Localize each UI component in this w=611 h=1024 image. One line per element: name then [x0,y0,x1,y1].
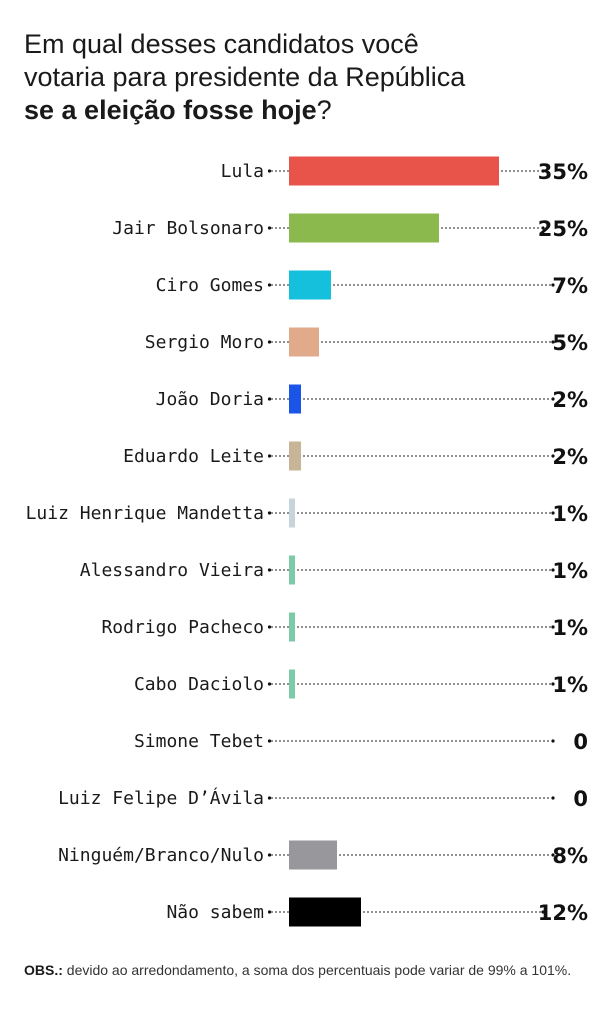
leader-dot-left [267,283,272,287]
leader-dot-right [551,283,555,287]
leader-dot-right [551,625,555,629]
bar [289,213,439,243]
category-label: Ciro Gomes [156,275,264,296]
leader-dot-left [267,454,272,458]
title-line-3: se a eleição fosse hoje? [24,94,594,127]
leader-dot-left [267,340,272,344]
bar-chart: Lula 35% Jair Bolsonaro 25% Ciro Gomes 7% Serg… [26,156,588,927]
category-label: Cabo Daciolo [134,674,264,695]
leader-dot-left [267,511,272,515]
leader-dot-right [551,796,555,800]
category-label: Luiz Felipe D’Ávila [58,787,264,809]
footnote-label: OBS.: [24,962,63,978]
value-label: 1% [552,559,588,583]
leader-dot-left [267,739,272,743]
category-label: Jair Bolsonaro [112,218,264,239]
category-label: Não sabem [166,902,264,923]
bar [289,555,295,585]
value-label: 0 [573,730,588,754]
bar [289,270,331,300]
category-label: Rodrigo Pacheco [101,617,264,638]
title-emphasis: se a eleição fosse hoje [24,95,317,125]
leader-dot-right [541,169,545,173]
category-label: Sergio Moro [145,332,264,353]
leader-dot-right [541,226,545,230]
title-question-mark: ? [316,95,332,125]
category-label: Ninguém/Branco/Nulo [58,845,264,866]
chart-title: Em qual desses candidatos você votaria p… [24,28,594,127]
leader-dot-right [551,397,555,401]
leader-dot-left [267,169,272,173]
bar [289,612,295,642]
value-label: 12% [538,901,588,925]
title-line-1: Em qual desses candidatos você [24,29,419,59]
leader-dot-left [267,226,272,230]
value-label: 25% [538,217,588,241]
leader-dot-right [551,739,555,743]
leader-dot-right [541,910,545,914]
value-label: 0 [573,787,588,811]
bar [289,840,337,870]
leader-dot-left [267,568,272,572]
leader-dot-right [551,454,555,458]
value-label: 1% [552,616,588,640]
leader-dot-left [267,910,272,914]
bar [289,327,319,357]
value-label: 8% [552,844,588,868]
leader-dot-left [267,682,272,686]
leader-dot-right [551,568,555,572]
value-label: 7% [552,274,588,298]
footnote-text: devido ao arredondamento, a soma dos per… [62,962,572,978]
category-label: João Doria [156,389,264,410]
category-label: Alessandro Vieira [80,560,264,581]
title-line-2: votaria para presidente da República [24,62,466,92]
leader-dot-right [551,682,555,686]
category-label: Eduardo Leite [123,446,264,467]
value-label: 1% [552,673,588,697]
leader-dot-right [551,511,555,515]
leader-dot-right [551,340,555,344]
category-label: Lula [221,161,264,182]
footnote: OBS.: devido ao arredondamento, a soma d… [24,960,584,980]
value-label: 35% [538,160,588,184]
bar [289,441,301,471]
bar [289,156,499,186]
bar [289,669,295,699]
leader-dot-left [267,853,272,857]
bar [289,384,301,414]
bar [289,498,295,528]
category-label: Simone Tebet [134,731,264,752]
leader-dot-left [267,397,272,401]
leader-dot-right [551,853,555,857]
bar [289,897,361,927]
value-label: 1% [552,502,588,526]
value-label: 2% [552,445,588,469]
value-label: 5% [552,331,588,355]
category-label: Luiz Henrique Mandetta [26,503,264,524]
leader-dot-left [267,796,272,800]
value-label: 2% [552,388,588,412]
leader-dot-left [267,625,272,629]
